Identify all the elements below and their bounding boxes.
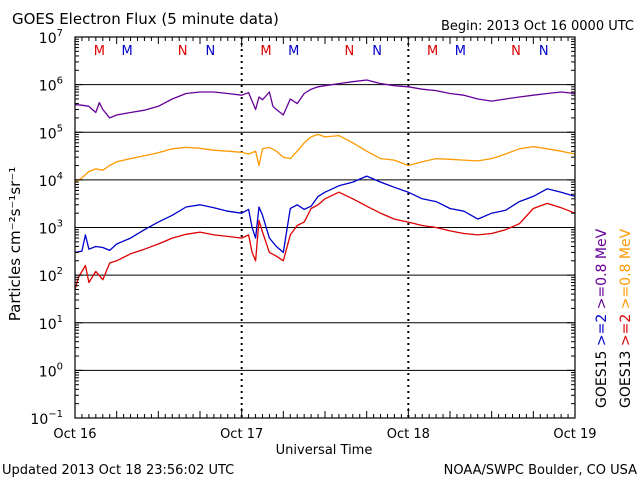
marker-label: N	[539, 44, 549, 59]
legend-item: >=0.8 MeV	[618, 228, 634, 313]
legend-satellite: GOES13	[618, 351, 634, 408]
x-tick-label: Oct 17	[220, 427, 263, 442]
y-tick-label: 107	[39, 28, 63, 47]
axis-layer: 10−1 100 101 102 103 104 105 106 107 Oct 16 Oct 17…	[30, 28, 596, 442]
marker-label: M	[455, 44, 466, 59]
y-tick-label: 102	[39, 266, 63, 285]
marker-label: M	[94, 44, 105, 59]
y-tick-label: 101	[39, 314, 63, 333]
updated-label: Updated 2013 Oct 18 23:56:02 UTC	[2, 463, 234, 478]
marker-label: N	[372, 44, 382, 59]
marker-label: M	[427, 44, 438, 59]
begin-label: Begin: 2013 Oct 16 0000 UTC	[441, 19, 634, 34]
legend-item: >=2	[594, 314, 610, 351]
chart-title: GOES Electron Flux (5 minute data)	[12, 10, 279, 28]
y-tick-label: 103	[39, 219, 63, 238]
marker-label: M	[260, 44, 271, 59]
y-tick-label: 10−1	[30, 409, 63, 428]
marker-label: M	[288, 44, 299, 59]
y-axis-label: Particles cm⁻²s⁻¹sr⁻¹	[6, 167, 24, 321]
marker-label: N	[344, 44, 354, 59]
x-tick-label: Oct 16	[53, 427, 96, 442]
x-axis-label: Universal Time	[276, 443, 373, 458]
marker-label: N	[178, 44, 188, 59]
x-tick-label: Oct 19	[553, 427, 596, 442]
legend-satellite: GOES15	[594, 351, 610, 408]
series-line	[74, 133, 576, 183]
y-tick-label: 104	[39, 171, 63, 190]
legend-item: >=2	[618, 314, 634, 351]
x-tick-label: Oct 18	[387, 427, 430, 442]
y-tick-label: 100	[39, 361, 63, 380]
marker-label: N	[511, 44, 521, 59]
legend-column: GOES15 >=2 >=0.8 MeV	[594, 228, 610, 408]
source-label: NOAA/SWPC Boulder, CO USA	[444, 463, 637, 478]
legend-item: >=0.8 MeV	[594, 228, 610, 313]
series-line	[74, 175, 576, 254]
series-layer	[74, 79, 576, 290]
marker-label: N	[206, 44, 216, 59]
y-tick-label: 106	[39, 76, 63, 95]
legend-column: GOES13 >=2 >=0.8 MeV	[618, 228, 634, 408]
y-tick-label: 105	[39, 123, 63, 142]
series-line	[74, 191, 576, 290]
marker-label: M	[121, 44, 132, 59]
series-line	[74, 79, 576, 119]
grid-layer	[75, 37, 575, 418]
